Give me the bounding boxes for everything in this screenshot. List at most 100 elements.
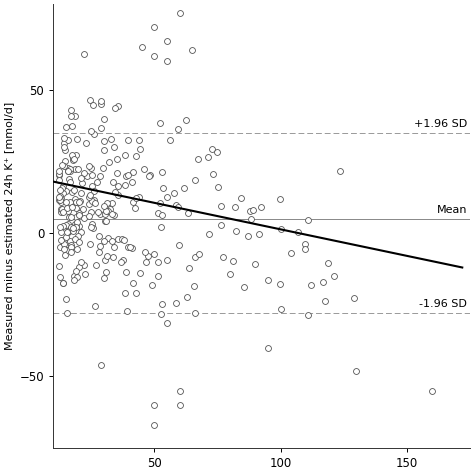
Point xyxy=(97,124,105,132)
Point xyxy=(150,250,157,257)
Text: -1.96 SD: -1.96 SD xyxy=(419,299,467,309)
Point xyxy=(75,238,83,246)
Point xyxy=(95,248,103,255)
Point xyxy=(64,309,71,317)
Point xyxy=(75,210,82,217)
Point xyxy=(130,279,137,287)
Point xyxy=(194,155,202,163)
Point xyxy=(114,102,122,110)
Point xyxy=(90,225,97,232)
Point xyxy=(217,202,224,210)
Point xyxy=(73,224,80,231)
Point xyxy=(123,308,131,315)
Point xyxy=(209,171,217,178)
Point xyxy=(111,104,119,112)
Point xyxy=(72,151,79,159)
Text: +1.96 SD: +1.96 SD xyxy=(414,118,467,128)
Point xyxy=(87,164,95,171)
Point xyxy=(82,139,90,146)
Point xyxy=(264,344,272,351)
Point xyxy=(218,222,225,229)
Point xyxy=(60,143,68,150)
Point xyxy=(55,176,63,184)
Point xyxy=(114,235,121,243)
Point xyxy=(246,208,254,215)
Point xyxy=(120,236,128,243)
Point xyxy=(58,206,66,213)
Point xyxy=(76,211,83,219)
Point xyxy=(214,184,221,191)
Point xyxy=(128,179,136,186)
Point xyxy=(66,165,74,173)
Point xyxy=(87,209,94,216)
Point xyxy=(70,155,77,163)
Point xyxy=(321,297,329,305)
Point xyxy=(60,134,68,142)
Point xyxy=(190,282,197,290)
Point xyxy=(208,145,215,153)
Point xyxy=(68,213,75,221)
Point xyxy=(66,237,74,245)
Point xyxy=(158,168,165,175)
Point xyxy=(96,210,104,218)
Point xyxy=(87,127,95,135)
Point xyxy=(102,207,110,215)
Point xyxy=(85,212,93,219)
Point xyxy=(304,311,312,319)
Point xyxy=(151,23,158,31)
Point xyxy=(232,227,239,235)
Point xyxy=(96,172,104,180)
Point xyxy=(71,276,78,284)
Point xyxy=(69,203,76,210)
Point xyxy=(91,197,98,204)
Point xyxy=(70,186,78,194)
Point xyxy=(301,245,309,253)
Point xyxy=(155,258,162,266)
Point xyxy=(55,196,63,204)
Point xyxy=(97,361,105,369)
Point xyxy=(325,259,332,266)
Point xyxy=(182,116,190,124)
Point xyxy=(287,249,295,257)
Point xyxy=(72,165,79,173)
Point xyxy=(66,198,74,206)
Point xyxy=(122,182,129,189)
Point xyxy=(86,163,93,170)
Point xyxy=(56,223,64,231)
Point xyxy=(84,172,91,179)
Point xyxy=(66,167,74,174)
Point xyxy=(205,230,213,238)
Point xyxy=(60,236,68,244)
Point xyxy=(111,188,119,196)
Point xyxy=(73,135,81,143)
Point xyxy=(252,260,259,268)
Point xyxy=(55,193,63,201)
Point xyxy=(219,254,226,261)
Point xyxy=(56,243,64,251)
Point xyxy=(108,200,116,207)
Point xyxy=(72,204,80,212)
Point xyxy=(103,253,111,260)
Point xyxy=(97,97,105,104)
Point xyxy=(104,234,111,241)
Point xyxy=(58,208,65,216)
Point xyxy=(101,210,109,218)
Point xyxy=(276,195,283,202)
Point xyxy=(80,214,88,222)
Point xyxy=(58,184,66,191)
Point xyxy=(106,205,114,212)
Point xyxy=(191,176,199,184)
Point xyxy=(174,125,182,133)
Y-axis label: Measured minus estimated 24h K⁺ [mmol/d]: Measured minus estimated 24h K⁺ [mmol/d] xyxy=(4,102,14,350)
Point xyxy=(122,172,129,179)
Point xyxy=(136,269,143,277)
Point xyxy=(77,258,85,265)
Point xyxy=(63,228,71,236)
Point xyxy=(55,262,63,270)
Point xyxy=(65,175,73,183)
Point xyxy=(86,241,94,248)
Point xyxy=(114,191,122,199)
Point xyxy=(156,119,164,127)
Point xyxy=(74,165,82,173)
Point xyxy=(174,203,182,210)
